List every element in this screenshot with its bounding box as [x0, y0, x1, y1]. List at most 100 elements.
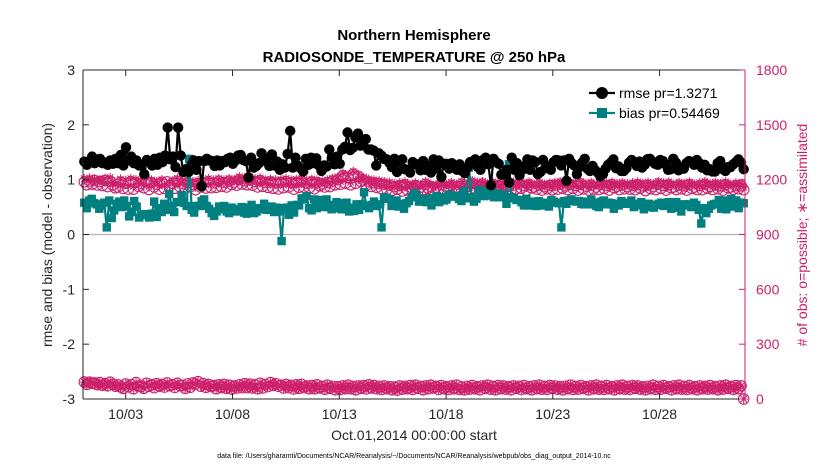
point-bias-141: [432, 191, 441, 201]
point-obs_assimilated-78: [281, 173, 291, 184]
point-obs_assimilated-20: [131, 175, 141, 185]
point-obs_assimilated_low-211: [625, 384, 635, 395]
point-obs_assimilated-61: [237, 176, 247, 187]
point-obs_assimilated_low-51: [211, 384, 221, 394]
point-obs_assimilated-213: [630, 182, 640, 192]
point-rmse-32: [162, 122, 173, 133]
point-bias-71: [257, 205, 266, 214]
point-bias-214: [614, 201, 624, 210]
point-obs_assimilated_low-115: [377, 384, 387, 395]
point-obs_assimilated_low-207: [614, 384, 625, 394]
point-obs_assimilated-175: [532, 181, 542, 192]
point-bias-78: [274, 207, 284, 216]
point-obs_assimilated-38: [177, 176, 188, 186]
point-obs_assimilated-30: [157, 175, 167, 185]
point-obs_assimilated-131: [418, 182, 428, 192]
x-tick-label-0: 10/03: [108, 406, 143, 422]
point-bias-93: [312, 203, 321, 213]
point-obs_assimilated-94: [322, 175, 332, 185]
point-obs_assimilated_low-62: [240, 379, 250, 389]
point-obs_assimilated-229: [671, 182, 682, 192]
point-bias-191: [557, 223, 566, 232]
point-obs_assimilated-124: [400, 177, 410, 187]
point-bias-86: [294, 201, 304, 210]
point-obs_assimilated-112: [369, 175, 379, 185]
point-obs_assimilated_low-96: [327, 381, 338, 391]
point-obs_assimilated_low-81: [289, 384, 299, 394]
point-bias-34: [164, 189, 174, 199]
point-rmse-34: [167, 151, 179, 162]
point-obs_assimilated-52: [214, 173, 224, 184]
point-bias-181: [532, 201, 541, 211]
x-axis-label: Oct.01,2014 00:00:00 start: [331, 427, 497, 443]
point-obs_assimilated-176: [534, 177, 545, 187]
point-bias-1: [82, 203, 91, 213]
point-obs_assimilated_low-144: [452, 380, 462, 390]
point-obs_assimilated_low-241: [702, 384, 713, 394]
point-obs_assimilated-54: [219, 175, 229, 185]
point-obs_assimilated-211: [625, 181, 635, 192]
y-tick-label-left-2: 1: [67, 172, 75, 188]
point-obs_assimilated_low-149: [464, 384, 475, 394]
y-tick-label-right-5: 300: [756, 336, 780, 352]
point-obs_assimilated-183: [552, 182, 563, 192]
point-obs_assimilated_low-159: [490, 385, 501, 395]
y-axis-label-right: # of obs: o=possible; ∗=assimilated: [794, 124, 810, 347]
series-bias: [80, 154, 748, 246]
point-obs_assimilated_low-75: [273, 381, 283, 391]
point-obs_assimilated-244: [710, 177, 720, 187]
point-obs_assimilated_low-198: [591, 380, 601, 390]
point-obs_assimilated_low-135: [428, 383, 438, 393]
point-bias-9: [102, 223, 111, 232]
point-obs_assimilated-17: [123, 181, 133, 191]
point-obs_assimilated-19: [128, 181, 139, 192]
point-obs_assimilated_low-127: [408, 384, 418, 395]
point-obs_assimilated-14: [115, 174, 126, 184]
point-rmse-93: [321, 161, 332, 172]
point-obs_assimilated_low-176: [534, 380, 545, 390]
point-rmse-244: [715, 155, 726, 167]
point-bias-20: [130, 196, 139, 206]
point-obs_assimilated_low-219: [646, 384, 656, 394]
point-obs_assimilated-18: [126, 173, 136, 184]
point-obs_assimilated_low-99: [335, 384, 345, 395]
point-obs_assimilated-75: [273, 181, 283, 191]
point-obs_assimilated-234: [684, 177, 695, 187]
point-obs_assimilated-214: [633, 177, 643, 187]
point-obs_assimilated_low-73: [268, 380, 278, 391]
point-bias-157: [472, 194, 481, 204]
point-obs_assimilated-240: [700, 176, 710, 187]
point-obs_assimilated_low-187: [563, 384, 573, 394]
point-obs_assimilated-118: [384, 177, 395, 187]
point-obs_assimilated-144: [452, 179, 462, 189]
point-bias-67: [247, 200, 256, 210]
point-bias-72: [259, 199, 269, 208]
plot-area: 10/03 10/08 10/13 10/18 10/23 10/28 3 2 1 0 -1 -2 -3…: [63, 62, 788, 422]
point-obs_assimilated_low-46: [198, 379, 208, 389]
y-tick-label-left-6: -3: [63, 391, 76, 407]
point-bias-243: [687, 202, 696, 212]
point-obs_assimilated-59: [232, 177, 242, 187]
point-obs_assimilated_low-230: [674, 380, 684, 390]
point-bias-219: [627, 196, 636, 205]
point-bias-108: [349, 206, 359, 216]
point-bias-177: [522, 194, 531, 204]
point-obs_assimilated-34: [167, 175, 177, 185]
point-obs_assimilated_low-133: [423, 384, 433, 394]
point-obs_assimilated-195: [583, 182, 594, 192]
point-rmse-253: [738, 164, 749, 175]
point-obs_assimilated-191: [573, 182, 583, 192]
point-obs_assimilated_low-173: [527, 385, 537, 395]
point-obs_assimilated-222: [653, 176, 663, 187]
point-obs_assimilated-208: [617, 177, 627, 188]
point-rmse-35: [170, 161, 181, 173]
point-rmse-137: [436, 171, 447, 183]
point-obs_assimilated-106: [353, 169, 364, 179]
point-bias-151: [457, 196, 466, 206]
point-bias-155: [467, 193, 476, 202]
point-obs_assimilated_low-77: [278, 383, 289, 393]
point-obs_assimilated_low-71: [263, 381, 273, 392]
point-obs_assimilated-43: [190, 182, 201, 192]
point-rmse-185: [561, 175, 572, 186]
